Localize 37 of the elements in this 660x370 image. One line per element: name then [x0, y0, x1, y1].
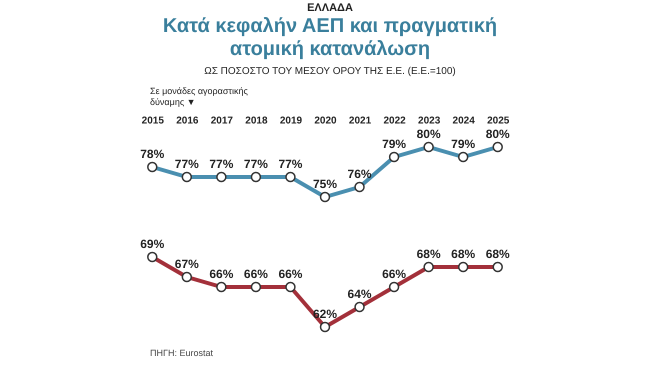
x-tick-label: 2025	[487, 116, 510, 126]
data-label: 77%	[209, 157, 234, 171]
x-tick-label: 2024	[452, 116, 476, 126]
x-tick-label: 2015	[142, 116, 164, 126]
x-tick-label: 2020	[314, 116, 338, 126]
data-label: 66%	[382, 267, 406, 281]
text: Σε μονάδες αγοραστικής δύναμης ▼	[150, 86, 249, 108]
data-label: 69%	[140, 237, 165, 251]
x-tick-label: 2017	[210, 116, 234, 126]
chart-title: Κατά κεφαλήν ΑΕΠ και πραγματική ατομική κατανάλωση	[162, 15, 498, 61]
x-tick-label: 2022	[383, 116, 406, 126]
data-label: 64%	[348, 287, 372, 301]
data-label: 68%	[451, 247, 476, 261]
x-tick-label: 2019	[280, 116, 303, 126]
data-label: 66%	[278, 267, 303, 281]
data-label: 66%	[209, 267, 234, 281]
data-label: 79%	[382, 137, 406, 151]
x-tick-label: 2021	[348, 116, 372, 126]
x-tick-label: 2016	[176, 116, 199, 126]
data-label: 76%	[348, 167, 372, 181]
x-tick-label: 2023	[418, 116, 441, 126]
data-label: 77%	[278, 157, 303, 171]
data-label: 75%	[312, 177, 338, 191]
x-tick-label: 2018	[245, 116, 268, 126]
data-label: 66%	[244, 267, 268, 281]
data-label: 79%	[451, 137, 476, 151]
chart-subtitle: ΩΣ ΠΟΣΟΣΤΟ ΤΟΥ ΜΕΣΟΥ ΟΡΟΥ ΤΗΣ Ε.Ε. (Ε.Ε.=100)	[203, 66, 457, 77]
data-label: 67%	[174, 257, 200, 271]
data-label: 80%	[486, 127, 510, 141]
data-label: 68%	[486, 247, 510, 261]
data-label: 80%	[416, 127, 441, 141]
text: ΕΛΛΑΔΑ	[306, 2, 354, 14]
data-label: 77%	[174, 157, 200, 171]
data-label: 78%	[140, 147, 165, 161]
data-label: 77%	[244, 157, 268, 171]
data-label: 68%	[416, 247, 441, 261]
text: ΠΗΓΗ: Eurostat	[150, 348, 213, 358]
